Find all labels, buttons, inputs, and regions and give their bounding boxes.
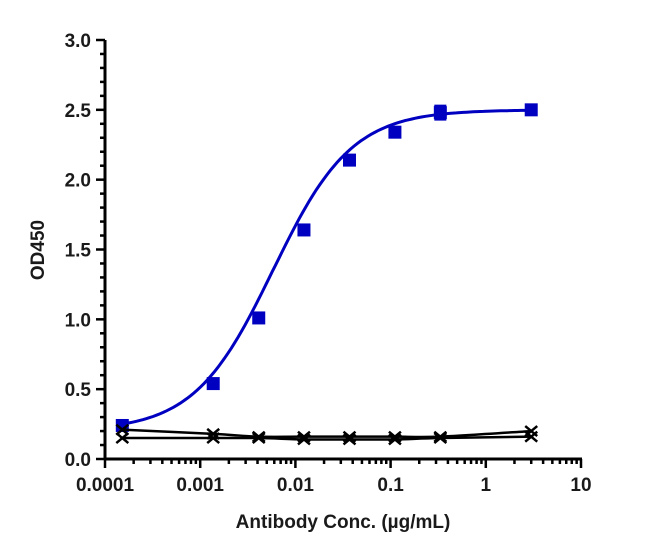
x-marker (251, 432, 266, 445)
y-tick-label: 0.0 (65, 450, 91, 471)
x-marker (206, 432, 221, 445)
square-marker (297, 223, 311, 237)
x-marker (297, 433, 311, 446)
y-tick-label: 3.0 (65, 31, 91, 52)
y-tick-label: 2.0 (65, 171, 91, 192)
square-marker (388, 125, 402, 139)
y-axis-title: OD450 (28, 220, 49, 280)
square-marker (524, 103, 538, 117)
x-marker (433, 432, 448, 445)
x-tick-label: 0.001 (176, 475, 224, 496)
x-marker (342, 433, 357, 446)
x-tick-label: 10 (570, 475, 591, 496)
x-tick-label: 0.0001 (76, 475, 135, 496)
series-layer (115, 103, 539, 446)
x-tick-label: 0.01 (277, 475, 314, 496)
x-marker (115, 423, 130, 436)
x-marker (524, 430, 539, 443)
y-tick-label: 0.5 (65, 380, 92, 401)
x-marker (115, 432, 130, 445)
series-antibody (115, 103, 538, 432)
x-tick-label: 0.1 (377, 475, 404, 496)
fit-curve (122, 108, 532, 426)
series-control-b (115, 430, 539, 446)
y-tick-label: 2.5 (65, 101, 92, 122)
x-tick-label: 1 (481, 475, 492, 496)
y-tick-label: 1.5 (65, 241, 92, 262)
square-marker (206, 377, 220, 391)
axes: 0.0 0.5 1.0 1.5 2.0 2.5 3.0 0.0001 0.001 0.01 0.1 1… (65, 31, 592, 496)
y-tick-label: 1.0 (65, 310, 91, 331)
square-marker (252, 311, 266, 325)
square-marker (433, 106, 447, 120)
square-marker (342, 153, 356, 167)
fit-curve (122, 428, 532, 439)
x-axis-title: Antibody Conc. (µg/mL) (236, 512, 451, 533)
x-marker (388, 433, 402, 446)
